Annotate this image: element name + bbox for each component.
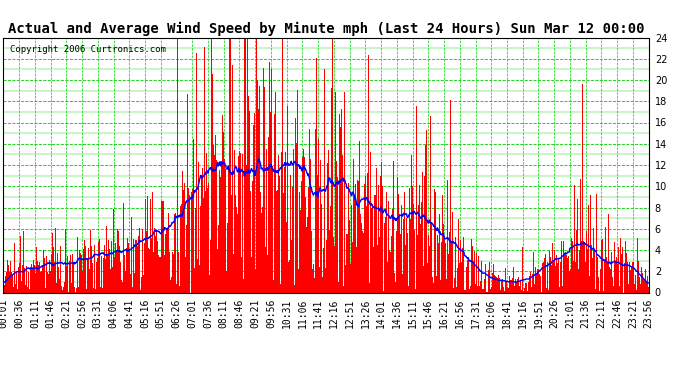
Text: Copyright 2006 Curtronics.com: Copyright 2006 Curtronics.com xyxy=(10,45,166,54)
Title: Actual and Average Wind Speed by Minute mph (Last 24 Hours) Sun Mar 12 00:00: Actual and Average Wind Speed by Minute … xyxy=(8,22,644,36)
